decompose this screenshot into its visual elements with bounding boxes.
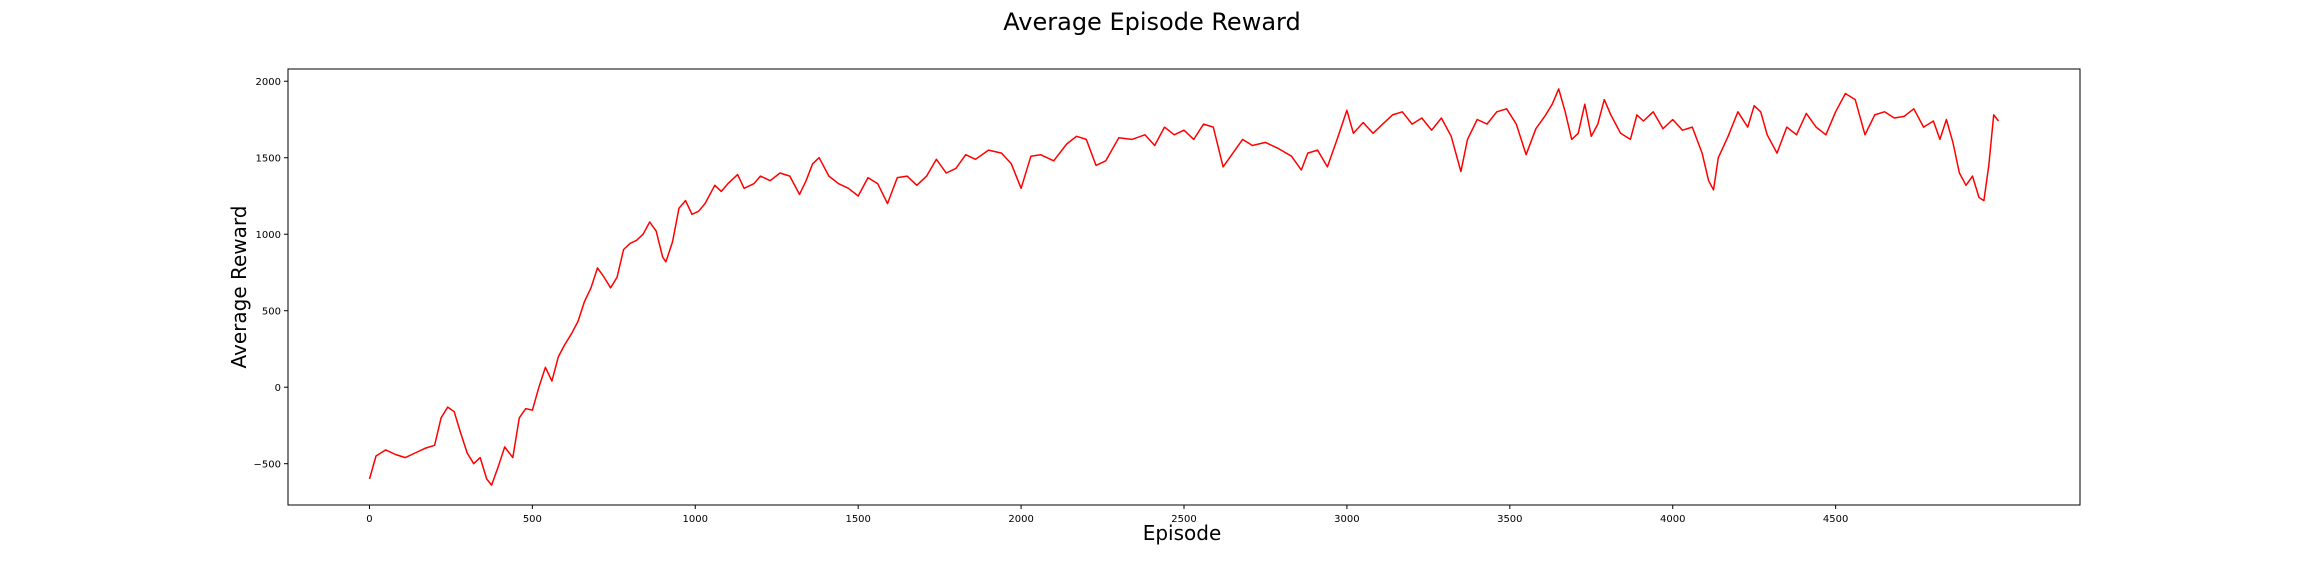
x-axis: 0 500 1000 1500 2000 2500 3000 3500 4000 4500 <box>366 505 1848 525</box>
x-tick-label: 2500 <box>1171 514 1196 525</box>
y-tick-label: −500 <box>254 460 281 471</box>
y-tick-label: 1500 <box>256 154 281 165</box>
x-axis-title: Episode <box>1143 521 1222 545</box>
axes-frame <box>287 68 2081 506</box>
x-tick-label: 3000 <box>1334 514 1359 525</box>
x-tick-label: 1000 <box>683 514 708 525</box>
y-tick-label: 500 <box>262 307 281 318</box>
y-tick-label: 0 <box>275 383 281 394</box>
y-tick-label: 1000 <box>256 230 281 241</box>
x-tick-label: 500 <box>523 514 542 525</box>
y-tick-label: 2000 <box>256 77 281 88</box>
chart-title: Average Episode Reward <box>1003 8 1300 36</box>
y-axis: −500 0 500 1000 1500 2000 <box>254 77 288 471</box>
x-tick-label: 0 <box>366 514 372 525</box>
series-line <box>368 88 2000 486</box>
plot-area <box>287 68 2081 506</box>
x-tick-label: 3500 <box>1497 514 1522 525</box>
x-tick-label: 4500 <box>1823 514 1848 525</box>
x-tick-label: 2000 <box>1008 514 1033 525</box>
x-tick-label: 4000 <box>1660 514 1685 525</box>
y-axis-title: Average Reward <box>227 206 251 369</box>
x-tick-label: 1500 <box>845 514 870 525</box>
